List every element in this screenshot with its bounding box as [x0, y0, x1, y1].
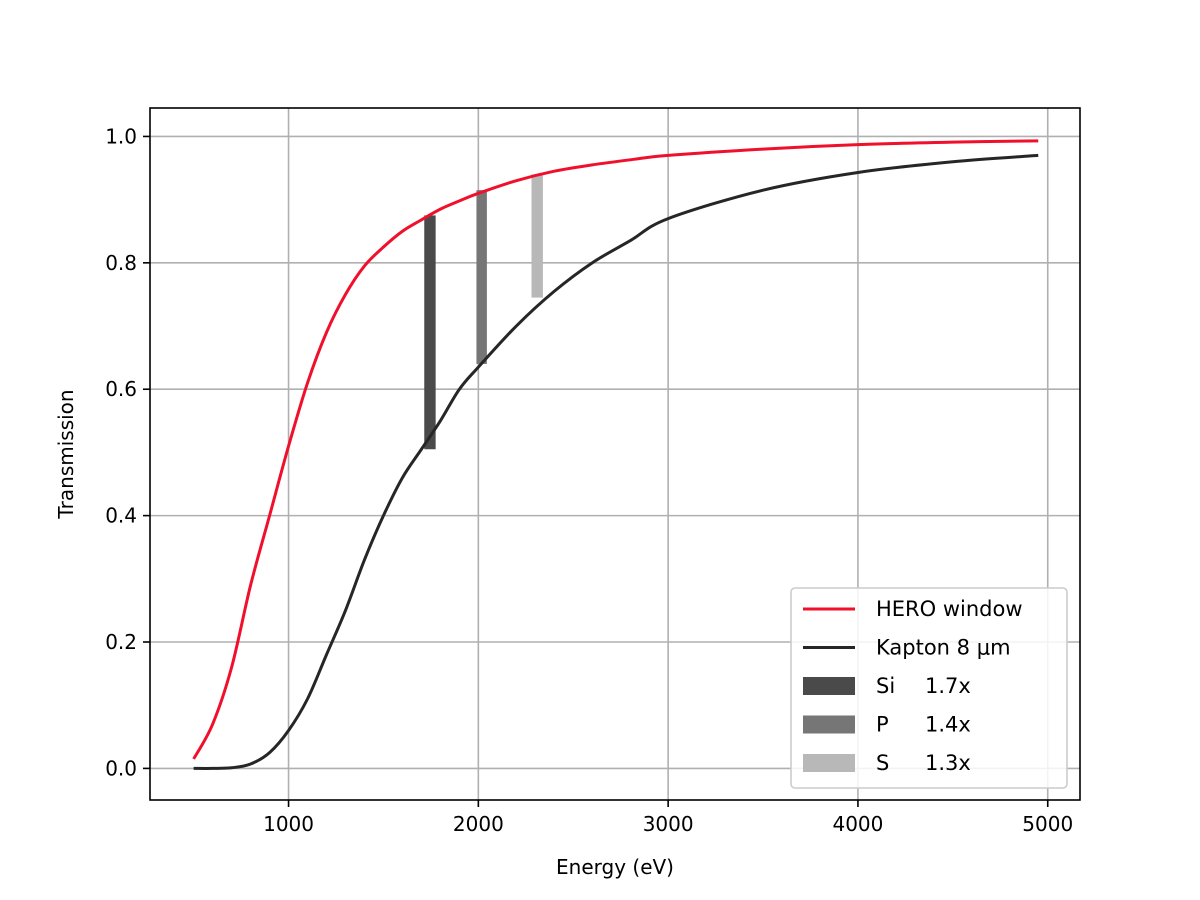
legend-label-s: S — [876, 751, 889, 775]
plot-frame — [149, 107, 1081, 801]
legend-factor-si: 1.7x — [925, 674, 971, 698]
band-p — [476, 190, 487, 364]
x-tick-label: 5000 — [1022, 812, 1073, 836]
legend: HERO window Kapton 8 μm Si 1.7x P 1.4x S 1.3x — [790, 587, 1068, 789]
legend-swatch-p — [803, 715, 855, 734]
y-tick-label: 1.0 — [105, 124, 137, 148]
legend-swatch-si — [803, 677, 855, 695]
x-tick-label: 2000 — [453, 812, 504, 836]
y-tick-label: 0.4 — [105, 504, 137, 528]
legend-label-p: P — [876, 713, 889, 737]
series-lines — [192, 139, 1039, 770]
kapton-line — [193, 153, 1039, 770]
x-tick-label: 3000 — [643, 812, 694, 836]
hero-window-line — [192, 139, 1039, 760]
legend-factor-s: 1.3x — [925, 751, 971, 775]
y-tick-label: 0.2 — [105, 630, 137, 654]
legend-factor-p: 1.4x — [925, 713, 971, 737]
legend-label-kapton-8-m: Kapton 8 μm — [876, 636, 1011, 660]
legend-label-hero-window: HERO window — [876, 597, 1023, 621]
element-bands — [424, 174, 543, 450]
x-axis-ticks: 1000 2000 3000 4000 5000 — [263, 800, 1073, 836]
y-axis-label: Transmission — [54, 389, 78, 519]
legend-label-si: Si — [876, 674, 895, 698]
y-axis-ticks: 0.0 0.2 0.4 0.6 0.8 1.0 — [105, 124, 150, 780]
legend-swatch-s — [803, 754, 855, 772]
x-tick-label: 1000 — [263, 812, 314, 836]
band-si — [424, 215, 436, 450]
y-tick-label: 0.6 — [105, 377, 137, 401]
band-s — [531, 174, 543, 298]
y-tick-label: 0.0 — [105, 756, 137, 780]
x-tick-label: 4000 — [832, 812, 883, 836]
y-tick-label: 0.8 — [105, 251, 137, 275]
legend-box — [790, 587, 1068, 789]
x-axis-label: Energy (eV) — [556, 855, 674, 879]
